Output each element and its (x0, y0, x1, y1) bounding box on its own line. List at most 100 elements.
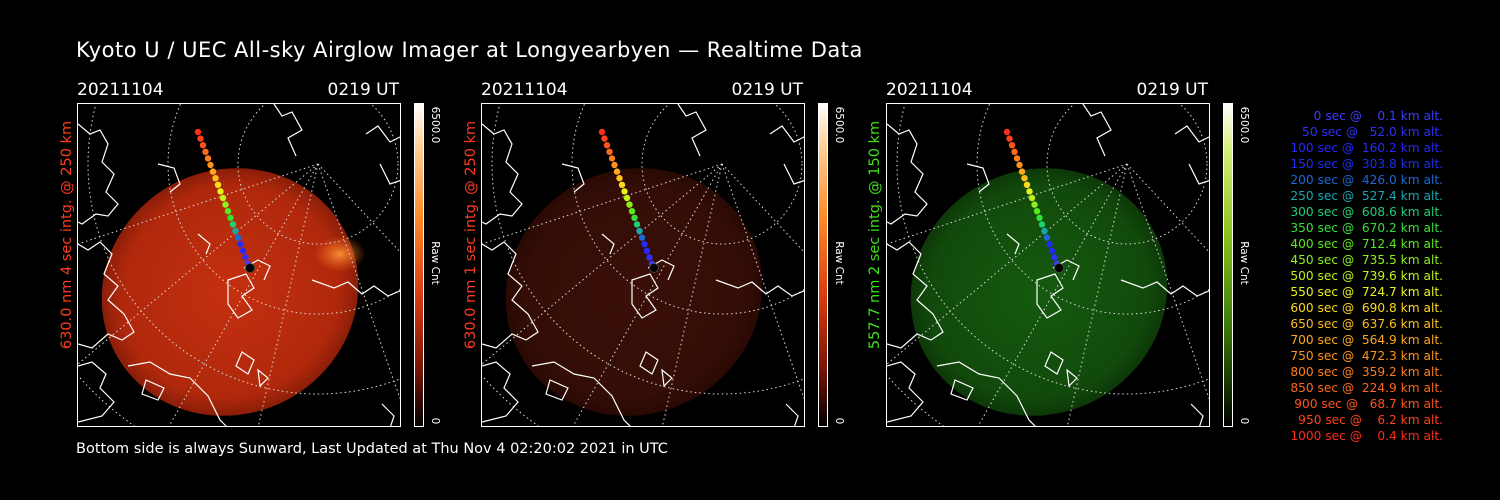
trajectory-point (227, 214, 234, 221)
legend-row: 500 sec @ 739.6 km alt. (1286, 269, 1443, 284)
trajectory-point (608, 155, 616, 162)
coastline (936, 361, 1036, 426)
trajectory-point (194, 128, 202, 136)
trajectory-point (219, 194, 227, 202)
coastline (1006, 233, 1020, 255)
trajectory-point (1051, 254, 1058, 261)
coastline (379, 163, 400, 185)
meridian-line (257, 163, 319, 426)
coastline (141, 379, 165, 401)
coastline (482, 241, 539, 349)
legend-row: 0 sec @ 0.1 km alt. (1302, 109, 1443, 123)
trajectory-point (1011, 148, 1018, 155)
coastline (715, 279, 804, 297)
trajectory-end-marker (649, 263, 659, 273)
panel2-date: 20211104 (481, 80, 568, 100)
coastline (561, 163, 585, 193)
coastline (631, 273, 659, 319)
coastline (1044, 351, 1064, 375)
legend-row: 400 sec @ 712.4 km alt. (1286, 237, 1443, 252)
coastline (601, 233, 615, 255)
coastline (639, 351, 659, 375)
trajectory-point (204, 155, 212, 162)
trajectory-point (1041, 227, 1048, 235)
trajectory-point (601, 135, 608, 142)
legend-row: 850 sec @ 224.9 km alt. (1286, 381, 1443, 396)
panel1-colorbar (414, 103, 424, 427)
legend-row: 650 sec @ 637.6 km alt. (1286, 317, 1443, 332)
panel-557nm-2sec: 20211104 0219 UT (886, 80, 1246, 430)
trajectory-altitude-legend: 0 sec @ 0.1 km alt. 50 sec @ 52.0 km alt… (1262, 108, 1443, 444)
trajectory-point (1028, 194, 1036, 202)
trajectory-point (603, 142, 611, 149)
meridian-line (1066, 163, 1128, 426)
latitude-circle (491, 104, 804, 395)
coastline (1188, 163, 1209, 185)
trajectory-end-marker (1054, 263, 1064, 273)
meridian-line (1126, 163, 1209, 400)
sky-image-disk (101, 168, 359, 416)
coastline (769, 125, 804, 143)
trajectory-point (1026, 188, 1033, 195)
meridian-line (977, 163, 1128, 426)
panel-630nm-4sec: 20211104 0219 UT (77, 80, 437, 430)
aurora-bright-spot (314, 236, 366, 272)
panel3-allsky-image (886, 103, 1210, 427)
trajectory-point (217, 188, 224, 195)
meridian-line (721, 163, 804, 400)
panel1-colorbar-unit: Raw Cnt (429, 241, 441, 285)
coastline (531, 361, 631, 426)
panel3-colorbar-labels: 6500.0 Raw Cnt 0 (1237, 103, 1251, 427)
coastline (273, 104, 303, 157)
coastline (1066, 368, 1078, 388)
trajectory-point (1016, 161, 1023, 169)
meridian-line (78, 163, 319, 245)
latitude-circle (896, 104, 1209, 395)
legend-row: 350 sec @ 670.2 km alt. (1286, 221, 1443, 236)
meridian-line (317, 163, 400, 400)
legend-row: 900 sec @ 68.7 km alt. (1290, 397, 1443, 412)
panel2-time: 0219 UT (731, 80, 804, 100)
trajectory-point (1048, 247, 1056, 254)
coastline (950, 379, 974, 401)
legend-row: 150 sec @ 303.8 km alt. (1286, 157, 1443, 172)
page-title: Kyoto U / UEC All-sky Airglow Imager at … (76, 38, 863, 62)
legend-row: 50 sec @ 52.0 km alt. (1294, 125, 1443, 140)
trajectory-point (1021, 175, 1028, 182)
coastline (78, 241, 135, 349)
trajectory-point (222, 201, 229, 208)
legend-row: 250 sec @ 527.4 km alt. (1286, 189, 1443, 204)
update-footer: Bottom side is always Sunward, Last Upda… (76, 441, 668, 457)
coastline (235, 351, 255, 375)
trajectory-point (1038, 221, 1046, 228)
coastline (1082, 104, 1112, 157)
coastline (257, 368, 269, 388)
sky-image-disk (505, 168, 763, 416)
legend-row: 450 sec @ 735.5 km alt. (1286, 253, 1443, 268)
legend-row: 100 sec @ 160.2 km alt. (1286, 141, 1443, 156)
coastline (785, 403, 799, 426)
coastline (545, 379, 569, 401)
meridian-line (572, 163, 723, 426)
trajectory-point (239, 247, 247, 254)
trajectory-point (1013, 155, 1021, 162)
coastline (1036, 273, 1064, 319)
trajectory-point (626, 201, 633, 208)
trajectory-point (242, 254, 249, 261)
latitude-circle (1046, 104, 1208, 245)
coastline (197, 233, 211, 255)
coastline (482, 123, 523, 225)
panel3-colorbar-unit: Raw Cnt (1238, 241, 1250, 285)
panel3-time: 0219 UT (1136, 80, 1209, 100)
coastline (78, 123, 119, 225)
panel1-colorbar-max: 6500.0 (429, 106, 441, 144)
legend-row: 700 sec @ 564.9 km alt. (1286, 333, 1443, 348)
trajectory-point (1008, 142, 1016, 149)
legend-row: 300 sec @ 608.6 km alt. (1286, 205, 1443, 220)
trajectory-point (209, 168, 217, 175)
trajectory-point (611, 161, 618, 169)
coastline (677, 104, 707, 157)
trajectory-point (628, 208, 636, 215)
trajectory-point (232, 227, 239, 235)
panel2-colorbar (818, 103, 828, 427)
